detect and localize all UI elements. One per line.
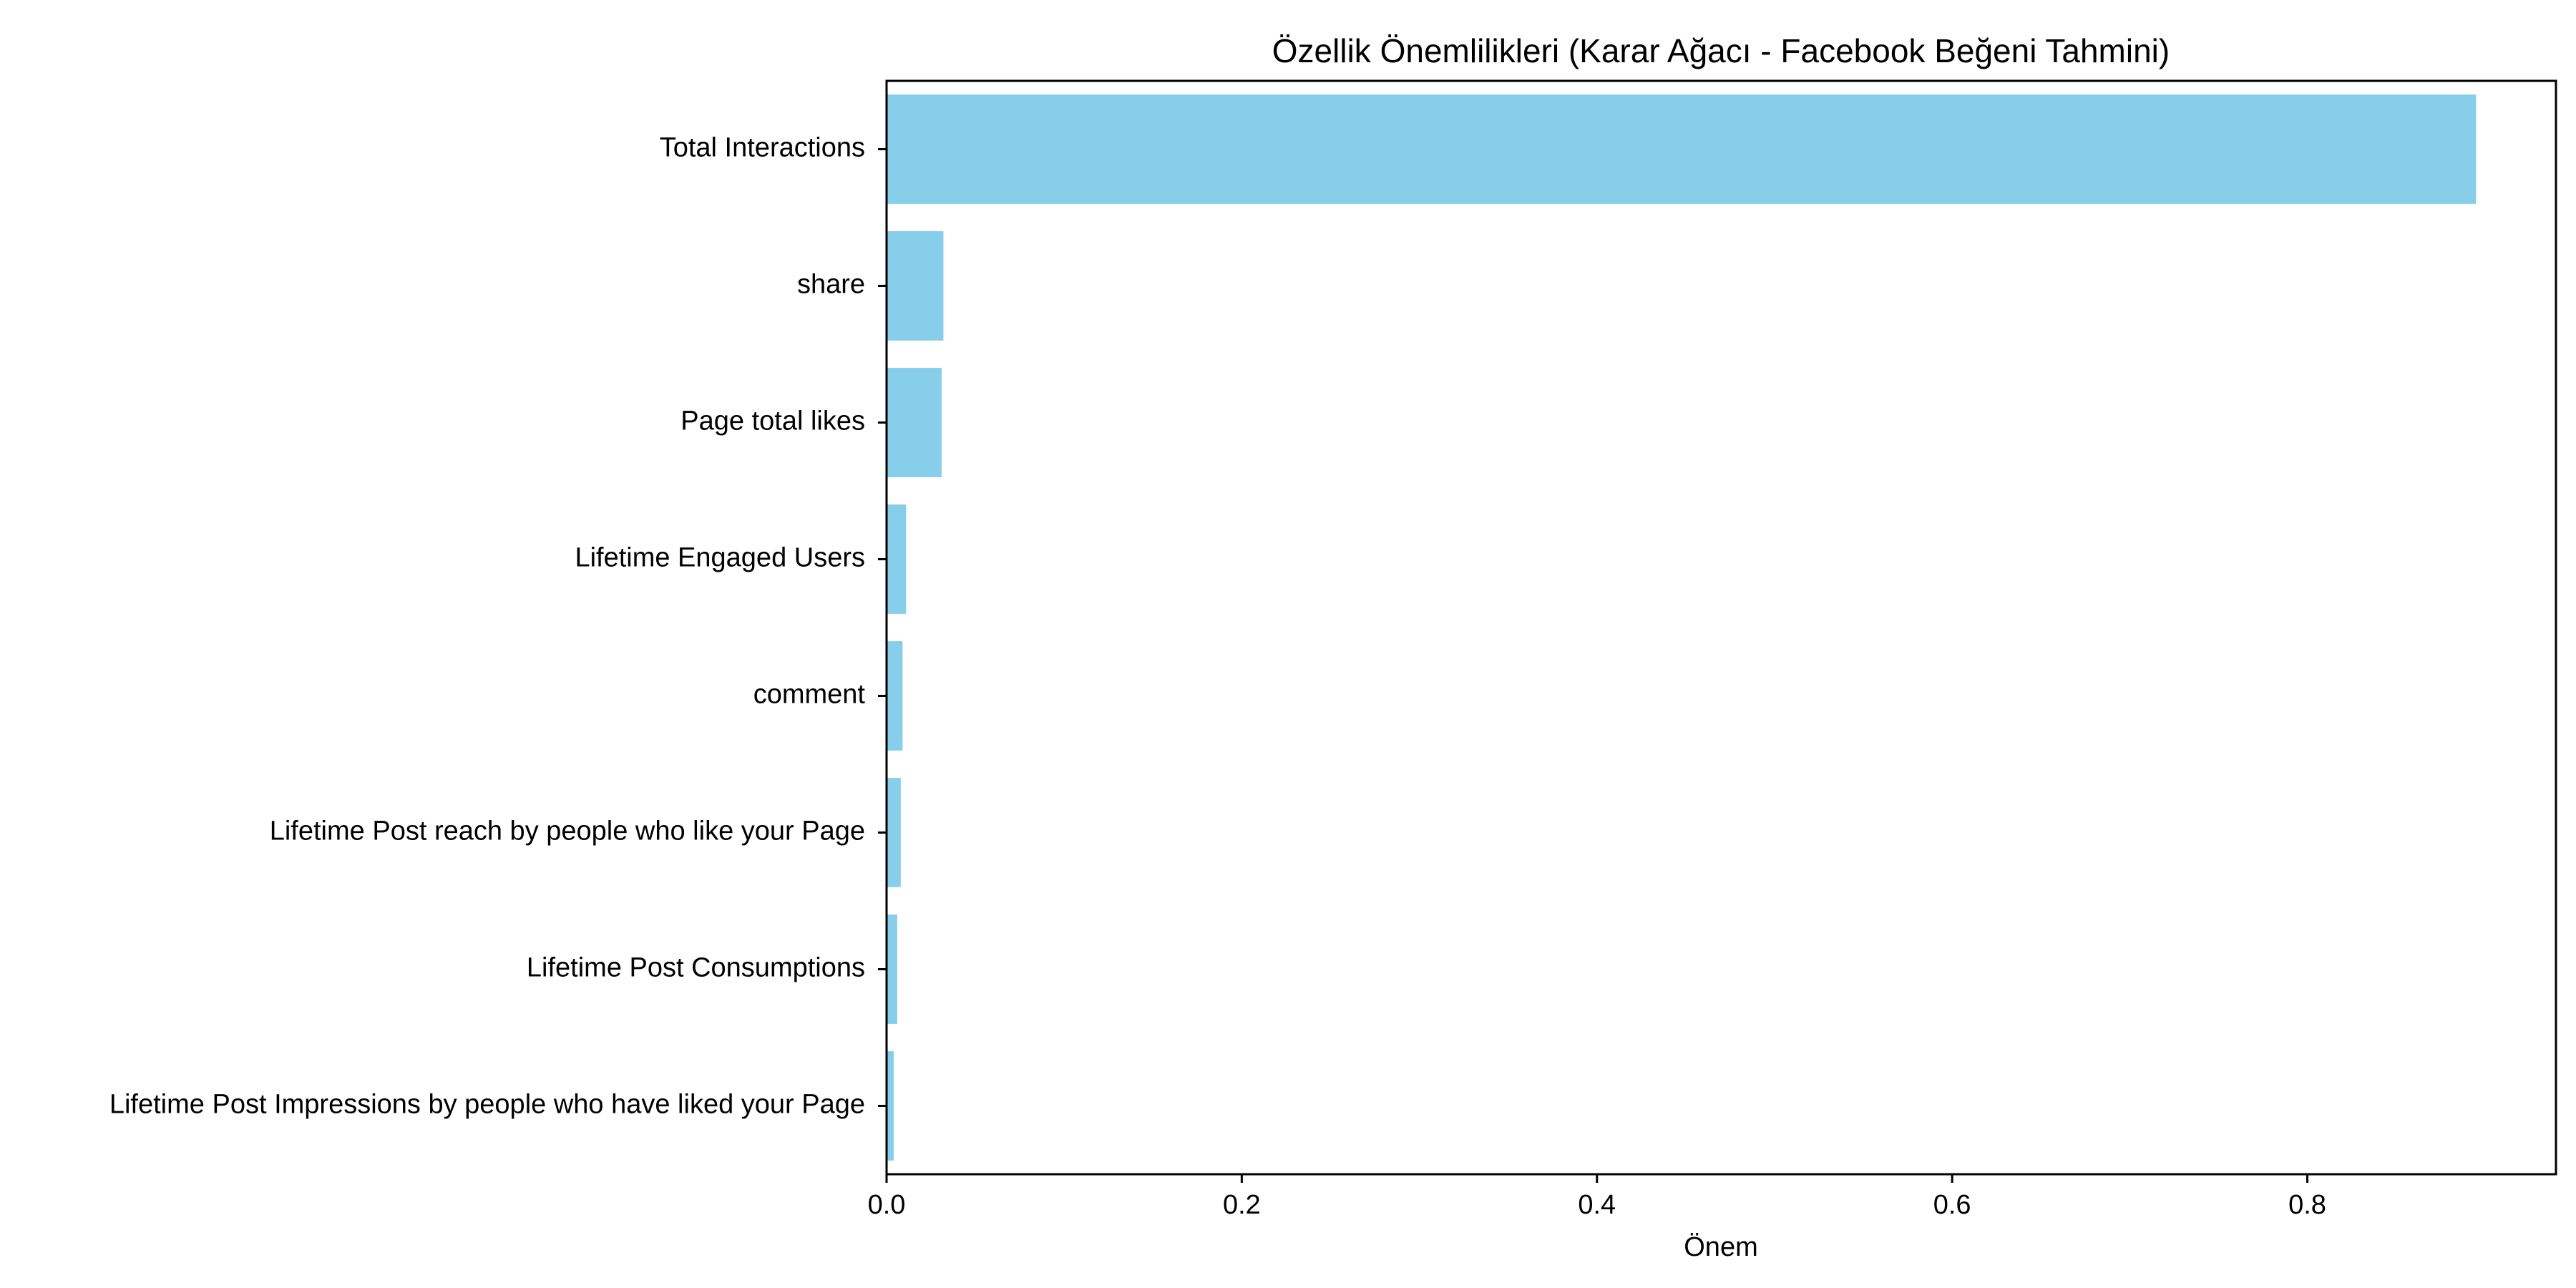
y-tick-label-0: Total Interactions <box>660 133 865 163</box>
x-tick-label-3: 0.6 <box>1933 1190 1971 1220</box>
x-tick-label-4: 0.8 <box>2288 1190 2326 1220</box>
x-tick-label-2: 0.4 <box>1578 1190 1616 1220</box>
y-tick-label-4: comment <box>753 680 866 710</box>
y-tick-label-3: Lifetime Engaged Users <box>575 543 865 573</box>
x-tick-label-1: 0.2 <box>1223 1190 1261 1220</box>
y-tick-label-6: Lifetime Post Consumptions <box>527 953 865 983</box>
y-tick-label-1: share <box>797 270 865 300</box>
plot-area-frame <box>885 79 2557 1176</box>
y-tick-label-7: Lifetime Post Impressions by people who … <box>109 1090 865 1120</box>
bar-2 <box>887 368 942 477</box>
y-tick-label-5: Lifetime Post reach by people who like y… <box>270 816 865 847</box>
bar-6 <box>887 914 897 1024</box>
bar-0 <box>887 94 2477 204</box>
bar-1 <box>887 231 944 341</box>
x-tick-label-0: 0.0 <box>868 1190 906 1220</box>
ticks-layer: Total Interactions share Page total likes L… <box>109 133 2326 1220</box>
bar-5 <box>887 778 901 887</box>
y-tick-label-2: Page total likes <box>680 406 865 436</box>
x-axis-label: Önem <box>1684 1232 1757 1262</box>
bars-layer <box>887 94 2477 1161</box>
bar-4 <box>887 641 903 751</box>
chart-title: Özellik Önemlilikleri (Karar Ağacı - Fac… <box>1272 32 2170 69</box>
bar-7 <box>887 1051 894 1161</box>
bar-3 <box>887 504 907 614</box>
